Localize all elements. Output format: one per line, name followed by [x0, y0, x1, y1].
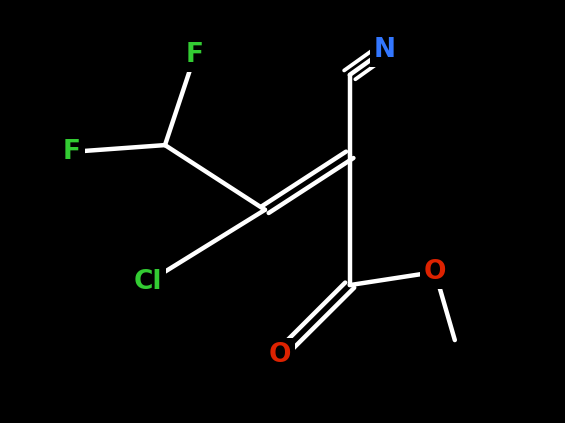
- Text: F: F: [63, 139, 81, 165]
- Text: O: O: [268, 342, 291, 368]
- Text: N: N: [374, 37, 396, 63]
- Text: O: O: [424, 259, 446, 285]
- Text: F: F: [186, 42, 204, 68]
- Text: Cl: Cl: [134, 269, 162, 295]
